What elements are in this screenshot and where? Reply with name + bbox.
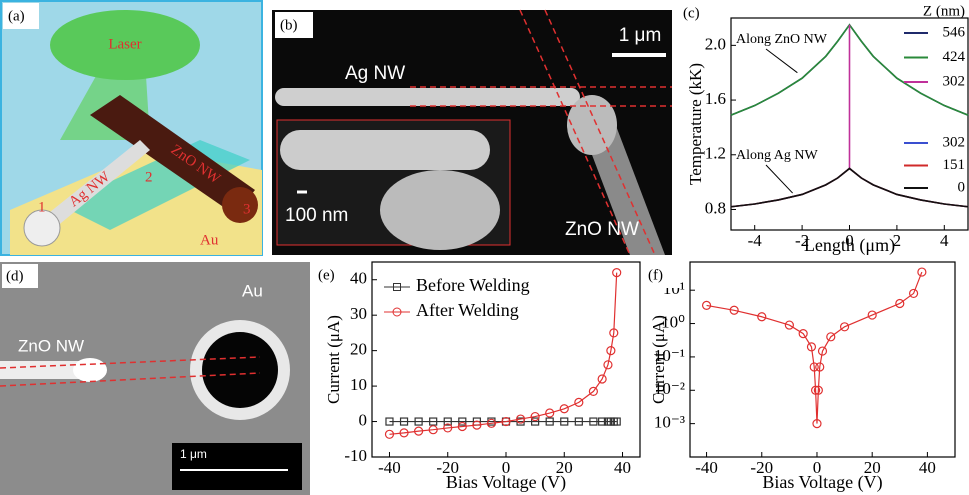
inset-junction <box>380 170 500 250</box>
label: 1 <box>38 199 46 215</box>
legend-label: 151 <box>943 157 966 173</box>
scale-label: 1 μm <box>180 447 207 461</box>
panel-label: (d) <box>6 268 24 284</box>
au-hole <box>202 332 278 408</box>
panel-label: (b) <box>280 17 298 33</box>
series-line <box>731 168 968 206</box>
label: Ag NW <box>345 63 405 84</box>
figure: (a) Laser Ag NW ZnO NW 1 2 3 Au (b) 1 μm… <box>0 0 969 495</box>
series-line <box>707 272 922 424</box>
panel-label: (f) <box>648 267 663 283</box>
annotation: Along ZnO NW <box>736 32 828 47</box>
x-tick-label: 40 <box>614 458 631 477</box>
y-tick-label: 40 <box>350 269 367 288</box>
y-tick-label: 0.8 <box>705 198 726 217</box>
y-tick-label: 10 <box>350 375 367 394</box>
zno-ball <box>222 187 258 223</box>
scale-label: 1 μm <box>619 25 662 46</box>
x-axis-label: Bias Voltage (V) <box>762 472 882 493</box>
y-tick-label: 30 <box>350 304 367 323</box>
label: Laser <box>108 36 141 52</box>
series-line <box>731 168 968 206</box>
label: 3 <box>243 201 251 217</box>
label: Au <box>242 281 263 300</box>
x-tick-label: -40 <box>378 458 401 477</box>
series-line <box>731 168 968 206</box>
inset-wire <box>280 130 490 170</box>
ag-wire <box>275 88 580 106</box>
panel-label: (c) <box>683 5 700 21</box>
annotation-arrow <box>766 49 797 73</box>
x-axis-label: Bias Voltage (V) <box>446 472 566 493</box>
x-tick-label: -4 <box>748 231 763 250</box>
label: 2 <box>145 169 153 185</box>
annotation: Along Ag NW <box>736 148 818 163</box>
panel-label: (e) <box>318 267 335 283</box>
panel-label: (a) <box>8 8 25 24</box>
y-tick-label: 2.0 <box>705 34 726 53</box>
y-axis-label: Current (μA) <box>324 315 343 404</box>
y-axis-label: Current (μA) <box>649 315 668 404</box>
legend-label: Before Welding <box>416 275 530 295</box>
x-tick-label: 40 <box>919 458 936 477</box>
legend-title: Z (nm) <box>923 3 965 19</box>
annotation-arrow <box>766 165 793 193</box>
junction <box>567 95 617 155</box>
y-axis-label: Temperature (kK) <box>686 63 705 185</box>
legend-label: 302 <box>943 73 966 89</box>
y-tick-label: 10⁻³ <box>654 413 685 432</box>
y-tick-label: 1.6 <box>705 89 726 108</box>
x-tick-label: -40 <box>695 458 718 477</box>
y-tick-label: -10 <box>344 446 367 465</box>
series-line <box>389 273 616 435</box>
label: Au <box>200 232 219 248</box>
legend-label: 546 <box>943 24 966 40</box>
y-tick-label: 1.2 <box>705 144 726 163</box>
y-tick-label: 20 <box>350 340 367 359</box>
legend-label: 424 <box>943 49 966 65</box>
legend-label: 302 <box>943 134 966 150</box>
zno-tip <box>73 358 107 382</box>
legend-label: 0 <box>958 179 966 195</box>
plot-frame <box>690 262 955 457</box>
x-axis-label: Length (μm) <box>804 235 895 256</box>
legend-label: After Welding <box>416 300 519 320</box>
x-tick-label: 4 <box>940 231 949 250</box>
y-tick-label: 0 <box>359 410 368 429</box>
label: ZnO NW <box>18 336 84 355</box>
scale-label: 100 nm <box>285 205 348 226</box>
label: ZnO NW <box>565 219 639 240</box>
